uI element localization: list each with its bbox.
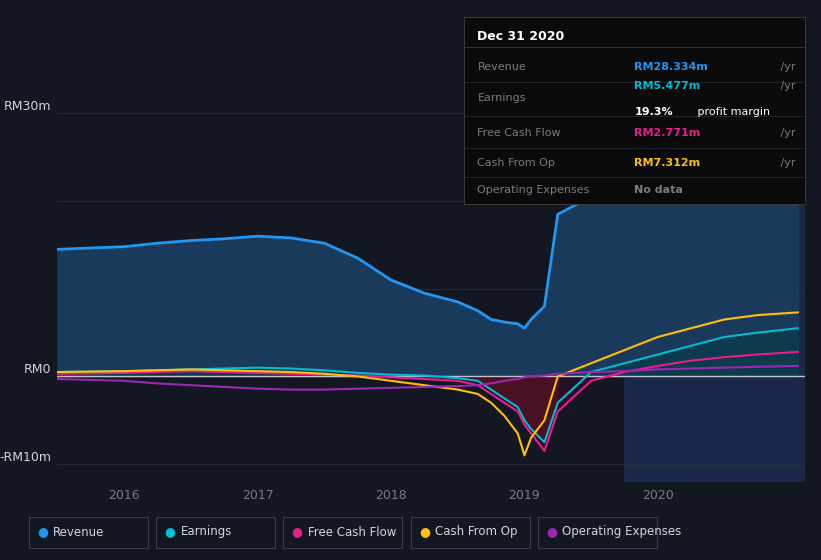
Text: 19.3%: 19.3% (635, 106, 673, 116)
Text: Operating Expenses: Operating Expenses (478, 185, 589, 195)
Text: Cash From Op: Cash From Op (435, 525, 517, 539)
Text: Cash From Op: Cash From Op (478, 158, 555, 168)
Text: RM28.334m: RM28.334m (635, 63, 708, 72)
Text: No data: No data (635, 185, 683, 195)
Text: /yr: /yr (777, 63, 796, 72)
Bar (625, 78, 818, 482)
Text: /yr: /yr (777, 158, 796, 168)
Text: Operating Expenses: Operating Expenses (562, 525, 681, 539)
Text: Earnings: Earnings (181, 525, 232, 539)
Text: Earnings: Earnings (478, 94, 526, 104)
Text: Dec 31 2020: Dec 31 2020 (478, 30, 565, 43)
Text: RM0: RM0 (24, 363, 52, 376)
Text: profit margin: profit margin (694, 106, 770, 116)
Text: RM2.771m: RM2.771m (635, 128, 700, 138)
Text: RM30m: RM30m (4, 100, 52, 114)
Text: ●: ● (37, 525, 48, 539)
Text: Revenue: Revenue (53, 525, 105, 539)
Text: ●: ● (164, 525, 176, 539)
Text: ●: ● (291, 525, 303, 539)
Text: RM5.477m: RM5.477m (635, 81, 700, 91)
Text: /yr: /yr (777, 128, 796, 138)
Text: ●: ● (419, 525, 430, 539)
Text: /yr: /yr (777, 81, 796, 91)
Text: RM7.312m: RM7.312m (635, 158, 700, 168)
Text: Revenue: Revenue (478, 63, 526, 72)
Text: ●: ● (546, 525, 557, 539)
Text: Free Cash Flow: Free Cash Flow (308, 525, 397, 539)
Text: -RM10m: -RM10m (0, 451, 52, 464)
Text: Free Cash Flow: Free Cash Flow (478, 128, 561, 138)
